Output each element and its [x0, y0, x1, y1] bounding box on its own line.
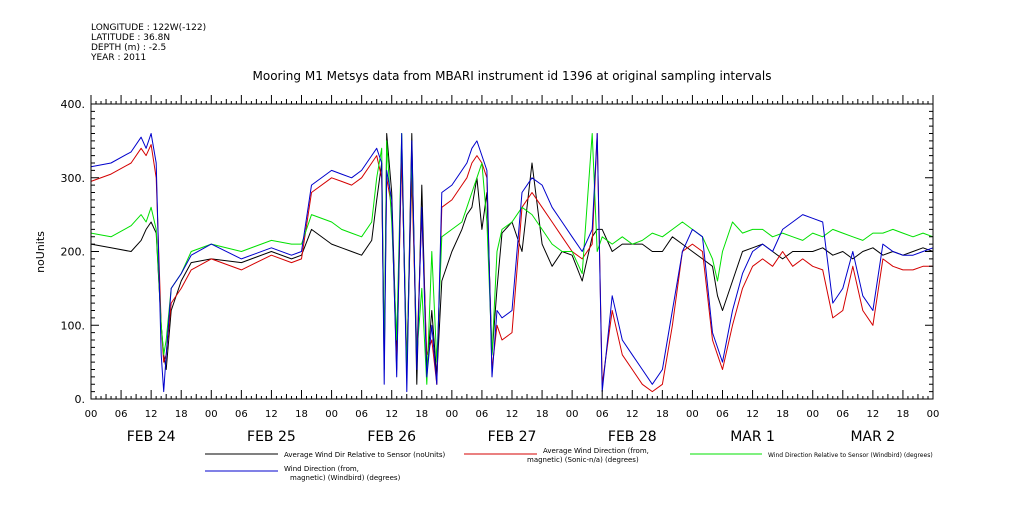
x-hour-label: 12 [746, 409, 759, 420]
x-hour-label: 18 [536, 409, 549, 420]
tick-layer: 0. 100. 200. 300. 400. 00 06 12 18 00 06 12 18 00 06 12… [61, 95, 940, 445]
legend-label-red-line1: Average Wind Direction (from, [543, 447, 649, 455]
x-hour-label: 00 [927, 409, 940, 420]
legend-item-blue: Wind Direction (from, magnetic) (Windbir… [205, 465, 401, 482]
series-line-2 [90, 133, 934, 385]
x-hour-label: 06 [355, 409, 368, 420]
x-hour-label: 12 [506, 409, 519, 420]
y-tick-label: 100. [61, 319, 86, 332]
legend-label-red-line2: magnetic) (Sonic-n/a) (degrees) [527, 456, 639, 464]
x-hour-label: 18 [295, 409, 308, 420]
x-hour-label: 00 [806, 409, 819, 420]
meta-year: YEAR : 2011 [90, 53, 146, 63]
legend-item-black: Average Wind Dir Relative to Sensor (noU… [205, 451, 445, 459]
x-hour-label: 06 [115, 409, 128, 420]
x-hour-label: 06 [235, 409, 248, 420]
legend-label-blue-line2: magnetic) (Windbird) (degrees) [290, 474, 401, 482]
x-day-label: FEB 27 [488, 429, 537, 445]
chart-title: Mooring M1 Metsys data from MBARI instru… [253, 69, 772, 83]
x-day-label: FEB 24 [127, 429, 176, 445]
x-day-label: MAR 1 [730, 429, 775, 445]
x-hour-label: 18 [656, 409, 669, 420]
metadata-block: LONGITUDE : 122W(-122) LATITUDE : 36.8N … [90, 23, 206, 63]
x-day-label: FEB 26 [367, 429, 416, 445]
legend-label-black: Average Wind Dir Relative to Sensor (noU… [284, 451, 445, 459]
meta-longitude: LONGITUDE : 122W(-122) [91, 23, 206, 33]
x-hour-label: 06 [476, 409, 489, 420]
series-line-1 [90, 133, 933, 393]
x-hour-label: 12 [385, 409, 398, 420]
x-hour-label: 18 [415, 409, 428, 420]
x-hour-label: 18 [897, 409, 910, 420]
series-line-3 [90, 133, 934, 393]
x-hour-label: 06 [716, 409, 729, 420]
x-hour-label: 06 [836, 409, 849, 420]
x-hour-label: 00 [445, 409, 458, 420]
x-hour-label: 18 [776, 409, 789, 420]
x-hour-label: 12 [626, 409, 639, 420]
meta-depth: DEPTH (m) : -2.5 [91, 43, 166, 53]
x-day-label: FEB 28 [608, 429, 657, 445]
legend-item-red: Average Wind Direction (from, magnetic) … [464, 447, 649, 464]
legend-label-green: Wind Direction Relative to Sensor (Windb… [768, 452, 933, 459]
series-layer [90, 133, 934, 393]
x-hour-label: 18 [175, 409, 188, 420]
y-tick-label: 300. [61, 172, 86, 185]
series-line-0 [90, 133, 934, 385]
legend-item-green: Wind Direction Relative to Sensor (Windb… [690, 452, 933, 459]
x-hour-label: 12 [866, 409, 879, 420]
x-hour-label: 00 [205, 409, 218, 420]
x-hour-label: 00 [686, 409, 699, 420]
y-tick-label: 0. [75, 393, 86, 406]
meta-latitude: LATITUDE : 36.8N [91, 33, 170, 43]
x-day-label: FEB 25 [247, 429, 296, 445]
x-day-label: MAR 2 [850, 429, 895, 445]
legend-label-blue-line1: Wind Direction (from, [284, 465, 359, 473]
legend: Average Wind Dir Relative to Sensor (noU… [205, 447, 933, 482]
y-tick-label: 400. [61, 98, 86, 111]
x-hour-label: 00 [566, 409, 579, 420]
x-hour-label: 12 [145, 409, 158, 420]
y-tick-label: 200. [61, 246, 86, 259]
x-hour-label: 06 [596, 409, 609, 420]
x-hour-label: 12 [265, 409, 278, 420]
y-axis-label: noUnits [34, 231, 47, 273]
x-hour-label: 00 [325, 409, 338, 420]
x-hour-label: 00 [85, 409, 98, 420]
